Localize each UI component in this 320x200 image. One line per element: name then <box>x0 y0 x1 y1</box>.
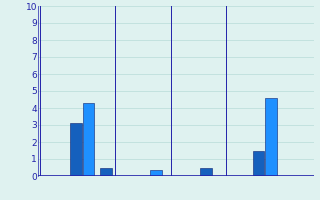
Bar <box>70 123 82 176</box>
Bar <box>200 168 212 176</box>
Bar <box>83 103 94 176</box>
Bar <box>253 150 264 176</box>
Bar <box>150 170 162 176</box>
Bar <box>266 98 277 176</box>
Bar <box>100 168 112 176</box>
